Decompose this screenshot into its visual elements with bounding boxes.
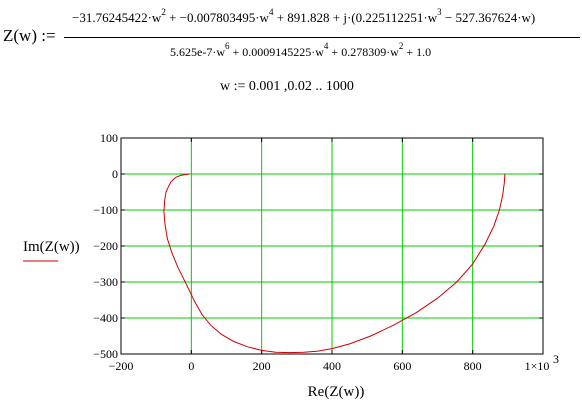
y-axis-title: Im(Z(w)): [23, 239, 80, 255]
denominator-term-2: + 0.0009145225·w: [229, 45, 324, 59]
numerator: −31.76245422·w2 + −0.007803495·w4 + 891.…: [72, 7, 536, 26]
y-tick-label: −300: [93, 275, 118, 289]
function-name: Z(w) :=: [3, 26, 56, 45]
numerator-term-3: + 891.828 + j·(0.225112251·w: [273, 10, 438, 25]
fraction-bar: [64, 37, 580, 38]
denominator-term-4: + 1.0: [403, 45, 432, 59]
y-tick-label: −200: [93, 239, 118, 253]
numerator-term-2: + −0.007803495·w: [165, 10, 269, 25]
numerator-power-3: 3: [437, 7, 442, 17]
numerator-power-1: 2: [161, 7, 166, 17]
x-tick-exponent: 3: [553, 352, 559, 366]
denominator-power-1: 6: [224, 41, 230, 51]
denominator-power-3: 2: [398, 41, 404, 51]
x-axis-title: Re(Z(w)): [308, 384, 365, 400]
x-tick-label: −200: [109, 359, 134, 373]
numerator-term-1: −31.76245422·w: [72, 10, 162, 25]
y-tick-label: −500: [93, 347, 118, 361]
y-tick-label: 100: [100, 131, 118, 145]
nyquist-curve: [163, 173, 506, 354]
denominator: 5.625e-7·w6 + 0.0009145225·w4 + 0.278309…: [170, 42, 432, 60]
numerator-power-2: 4: [268, 7, 274, 17]
denominator-term-1: 5.625e-7·w: [170, 45, 225, 59]
denominator-term-3: + 0.278309·w: [328, 45, 399, 59]
y-tick-label: 0: [112, 167, 118, 181]
y-tick-label: −400: [93, 311, 118, 325]
x-tick-label: 1×10: [525, 359, 550, 373]
x-tick-label: 800: [464, 359, 482, 373]
range-definition: w := 0.001 ,0.02 .. 1000: [220, 79, 354, 94]
x-tick-label: 600: [393, 359, 411, 373]
numerator-term-4: − 527.367624·w): [441, 10, 536, 25]
x-tick-label: 0: [188, 359, 194, 373]
x-tick-label: 400: [323, 359, 341, 373]
x-tick-label: 200: [253, 359, 271, 373]
denominator-power-2: 4: [323, 41, 329, 51]
y-tick-label: −100: [93, 203, 118, 217]
